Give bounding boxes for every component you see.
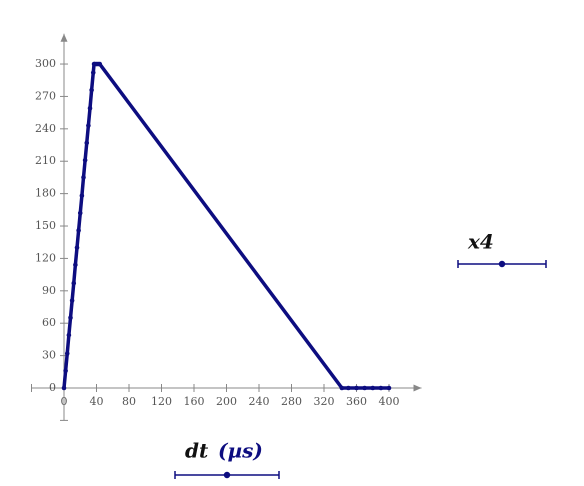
data-point — [378, 385, 384, 391]
y-tick-label: 180 — [35, 187, 56, 200]
data-point — [90, 70, 96, 75]
x-tick-label: 400 — [379, 395, 400, 408]
x-tick-label: 360 — [346, 395, 367, 408]
y-tick-label: 60 — [42, 316, 56, 329]
x-tick-label: 200 — [216, 395, 237, 408]
data-point — [89, 87, 94, 93]
data-point — [346, 385, 351, 391]
data-point — [386, 385, 392, 391]
x-tick-label: 160 — [184, 395, 205, 408]
data-point — [61, 385, 67, 391]
x-axis-label: dt — [185, 439, 209, 463]
y-tick-label: 30 — [42, 349, 56, 362]
x-tick-label: 80 — [122, 395, 136, 408]
y-tick-label: 270 — [35, 89, 56, 102]
data-point — [73, 262, 78, 268]
data-point — [77, 210, 83, 216]
x-tick-label: 280 — [281, 395, 302, 408]
x-tick-label: 320 — [314, 395, 335, 408]
y-tick-label: 150 — [35, 219, 56, 232]
data-point — [87, 106, 93, 111]
y-tick-label: 300 — [35, 57, 56, 70]
x-label-placeholder — [174, 471, 280, 479]
y-axis-label: x4 — [467, 230, 494, 254]
y-tick-label: 0 — [49, 381, 56, 394]
y-tick-label: 240 — [35, 122, 56, 135]
data-point — [362, 385, 367, 391]
data-line — [62, 62, 389, 390]
data-point — [81, 175, 86, 180]
data-point — [71, 280, 77, 286]
data-point — [76, 228, 81, 233]
data-point — [370, 385, 376, 391]
y-tick-label: 120 — [35, 251, 56, 264]
x-tick-label: 120 — [151, 395, 172, 408]
data-point — [86, 123, 91, 128]
data-point — [63, 368, 68, 374]
data-point — [84, 140, 90, 146]
data-point — [339, 385, 345, 391]
x-tick-label: 240 — [249, 395, 270, 408]
data-point — [74, 245, 80, 250]
x-tick-label: 0 — [61, 395, 68, 408]
y-tick-label: 210 — [35, 154, 56, 167]
data-point — [82, 157, 88, 163]
x-axis-arrow — [413, 384, 422, 392]
data-point — [69, 298, 75, 303]
data-point — [68, 315, 73, 321]
data-point — [64, 351, 70, 356]
x-tick-label: 40 — [90, 395, 104, 408]
data-point — [79, 193, 85, 199]
x-axis-unit: (µs) — [218, 439, 263, 463]
data-point — [354, 385, 359, 391]
data-point — [97, 61, 103, 67]
y-label-placeholder — [457, 260, 547, 268]
y-axis-arrow — [60, 33, 68, 42]
y-tick-label: 90 — [42, 284, 56, 297]
data-point — [66, 332, 72, 338]
